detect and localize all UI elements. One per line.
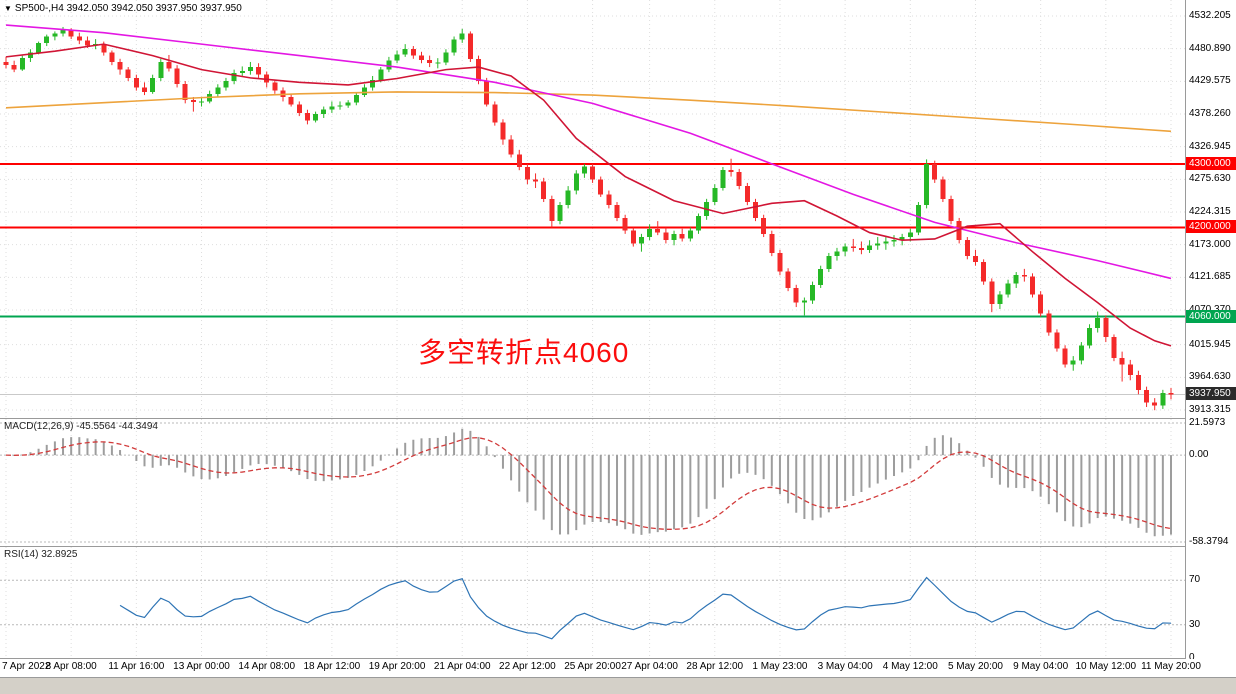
candles [3, 26, 1174, 411]
date-axis-label: 11 May 20:00 [1141, 661, 1201, 672]
date-axis-label: 18 Apr 12:00 [303, 661, 361, 672]
rsi-axis-label: 30 [1189, 618, 1201, 630]
date-axis-label: 14 Apr 08:00 [238, 661, 296, 672]
macd-signal-line [5, 437, 1172, 530]
price-axis-label: 4070.370 [1189, 304, 1231, 315]
rsi-panel[interactable] [0, 547, 1185, 658]
macd-indicator-label: MACD(12,26,9) -45.5564 -44.3494 [4, 421, 158, 432]
main-price-panel[interactable] [0, 0, 1185, 418]
date-axis-label: 10 May 12:00 [1075, 661, 1137, 672]
date-axis-label: 27 Apr 04:00 [621, 661, 678, 672]
macd-axis-label: 21.5973 [1189, 417, 1226, 428]
macd-panel[interactable] [0, 419, 1185, 546]
date-axis-label: 1 May 23:00 [752, 661, 808, 672]
date-axis-label: 4 May 12:00 [882, 661, 938, 672]
ma-slow-orange [5, 91, 1172, 133]
ma-fast-red [5, 43, 1172, 347]
chart-ohlc-readout: ▼ SP500-,H4 3942.050 3942.050 3937.950 39… [4, 3, 242, 14]
price-axis-label: 4326.945 [1189, 140, 1231, 152]
price-axis-label: 4224.315 [1189, 206, 1231, 217]
date-axis-label: 19 Apr 20:00 [368, 661, 426, 672]
price-axis-label: 4275.630 [1189, 173, 1231, 185]
price-axis-label: 4480.890 [1189, 42, 1231, 54]
price-axis-label: 4429.575 [1189, 75, 1231, 87]
date-axis-label: 13 Apr 00:00 [173, 661, 230, 672]
price-axis-label: 3913.315 [1189, 404, 1231, 415]
panel-separator[interactable] [0, 546, 1236, 547]
macd-axis-label: 0.00 [1189, 449, 1209, 461]
price-tag: 4200.000 [1186, 220, 1236, 234]
rsi-indicator-label: RSI(14) 32.8925 [4, 549, 78, 560]
panel-separator [0, 658, 1236, 659]
ma-mid-magenta [5, 24, 1172, 280]
date-axis-label: 22 Apr 12:00 [499, 661, 556, 672]
price-axis-label: 4121.685 [1189, 271, 1231, 283]
rsi-line [119, 576, 1172, 640]
macd-axis-label: -58.3794 [1189, 536, 1229, 547]
price-axis[interactable]: 4532.205 4480.890 4429.575 4378.260 4326.945… [1185, 0, 1236, 677]
price-tag: 4300.000 [1186, 156, 1236, 170]
price-axis-label: 4378.260 [1189, 108, 1231, 119]
date-axis-label: 3 May 04:00 [817, 661, 873, 672]
date-axis-label: 8 Apr 08:00 [45, 661, 97, 672]
price-axis-label: 4532.205 [1189, 10, 1231, 21]
date-axis-label: 21 Apr 04:00 [433, 661, 491, 672]
time-axis[interactable]: 7 Apr 2022 8 Apr 08:00 11 Apr 16:00 13 Apr … [0, 659, 1236, 677]
ohlc-text: SP500-,H4 3942.050 3942.050 3937.950 393… [14, 3, 242, 14]
date-axis-label: 5 May 20:00 [947, 661, 1003, 672]
current-price-tag: 3937.950 [1186, 387, 1236, 401]
date-axis-label: 28 Apr 12:00 [686, 661, 744, 672]
date-axis-label: 9 May 04:00 [1013, 661, 1069, 672]
rsi-axis-label: 0 [1189, 652, 1195, 663]
date-axis-label: 25 Apr 20:00 [564, 661, 621, 672]
chart-annotation-text: 多空转折点4060 [418, 337, 630, 368]
date-axis-label: 7 Apr 2022 [2, 661, 51, 672]
rsi-axis-label: 70 [1189, 574, 1201, 586]
panel-separator[interactable] [0, 418, 1236, 419]
dropdown-arrow-icon[interactable]: ▼ [4, 4, 12, 13]
window-bottom-strip [0, 677, 1236, 694]
price-axis-label: 3964.630 [1189, 371, 1231, 383]
date-axis-label: 11 Apr 16:00 [108, 661, 165, 672]
price-tag: 4060.000 [1186, 309, 1236, 323]
price-axis-label: 4173.000 [1189, 238, 1231, 250]
price-axis-label: 4015.945 [1189, 338, 1231, 350]
